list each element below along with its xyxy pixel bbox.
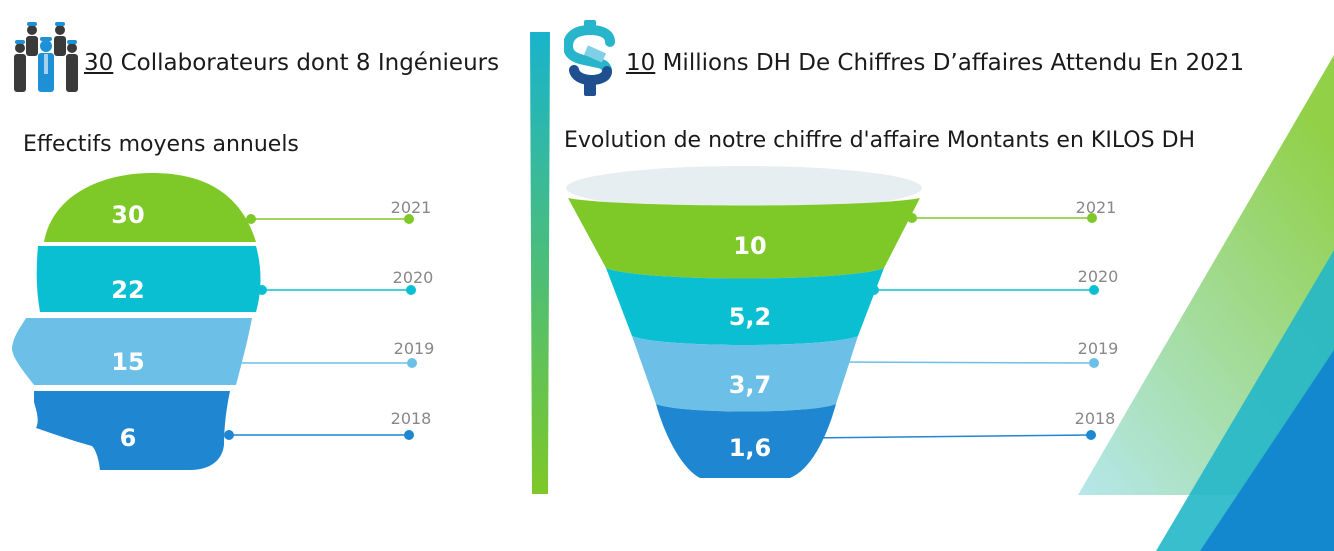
funnel-connector-end-dot-2019 (1089, 358, 1099, 368)
head-value-label-2018: 6 (120, 424, 137, 452)
funnel-connector-2019 (839, 361, 1095, 364)
head-connector-start-dot-2021 (246, 214, 256, 224)
funnel-value-label-2019: 3,7 (729, 371, 772, 399)
funnel-band-2018 (656, 404, 836, 478)
funnel-band-2019 (632, 336, 858, 412)
header-right: 10 Millions DH De Chiffres D’affaires At… (560, 18, 1280, 98)
collaborators-label: Collaborateurs dont 8 Ingénieurs (113, 50, 500, 76)
funnel-connector-start-dot-2020 (869, 285, 879, 295)
funnel-band-2020 (606, 268, 884, 345)
head-connector-start-dot-2018 (224, 430, 234, 440)
funnel-connector-end-dot-2021 (1087, 213, 1097, 223)
head-value-label-2020: 22 (111, 276, 144, 304)
head-year-label-2021: 2021 (391, 198, 432, 217)
workers-group-icon (14, 22, 78, 92)
funnel-year-label-2019: 2019 (1078, 339, 1119, 358)
funnel-connector-end-dot-2020 (1089, 285, 1099, 295)
head-band-2021 (44, 173, 256, 242)
head-year-label-2019: 2019 (394, 339, 435, 358)
head-connector-end-dot-2020 (406, 285, 416, 295)
funnel-connector-end-dot-2018 (1086, 430, 1096, 440)
header-right-text: 10 Millions DH De Chiffres D’affaires At… (626, 50, 1244, 76)
head-connector-end-dot-2019 (407, 358, 417, 368)
head-value-label-2019: 15 (111, 348, 144, 376)
collaborators-count: 30 (84, 50, 114, 76)
head-connector-end-dot-2018 (404, 430, 414, 440)
head-band-2019 (12, 318, 252, 385)
funnel-top-rim (566, 166, 922, 210)
revenue-count: 10 (626, 50, 656, 76)
funnel-connector-2018 (802, 434, 1092, 439)
funnel-value-label-2018: 1,6 (729, 434, 772, 462)
funnel-connector-start-dot-2021 (907, 213, 917, 223)
revenue-label: Millions DH De Chiffres D’affaires Atten… (655, 50, 1245, 76)
funnel-year-label-2021: 2021 (1076, 198, 1117, 217)
funnel-year-label-2018: 2018 (1075, 409, 1116, 428)
head-band-2018 (34, 391, 230, 470)
head-chart: 30 2021 22 2020 15 2019 6 2018 (12, 173, 435, 470)
head-value-label-2021: 30 (111, 201, 144, 229)
dollar-sign-icon (564, 20, 615, 96)
head-year-label-2020: 2020 (393, 268, 434, 287)
head-band-2020 (36, 246, 261, 312)
funnel-connector-start-dot-2019 (835, 357, 845, 367)
decor-triangle-dark (1200, 350, 1334, 551)
head-connector-end-dot-2021 (404, 214, 414, 224)
funnel-value-label-2021: 10 (733, 232, 766, 260)
chart-right-title: Evolution de notre chiffre d'affaire Mon… (564, 128, 1196, 153)
head-year-label-2018: 2018 (391, 409, 432, 428)
section-divider (530, 32, 550, 494)
funnel-year-label-2020: 2020 (1078, 267, 1119, 286)
funnel-value-label-2020: 5,2 (729, 303, 772, 331)
funnel-band-2021 (568, 198, 920, 279)
chart-left-title: Effectifs moyens annuels (23, 132, 299, 157)
head-connector-start-dot-2020 (257, 285, 267, 295)
header-left-text: 30 Collaborateurs dont 8 Ingénieurs (84, 50, 499, 76)
head-connector-start-dot-2019 (231, 358, 241, 368)
funnel-connector-start-dot-2018 (798, 433, 808, 443)
header-left: 30 Collaborateurs dont 8 Ingénieurs (12, 18, 522, 98)
